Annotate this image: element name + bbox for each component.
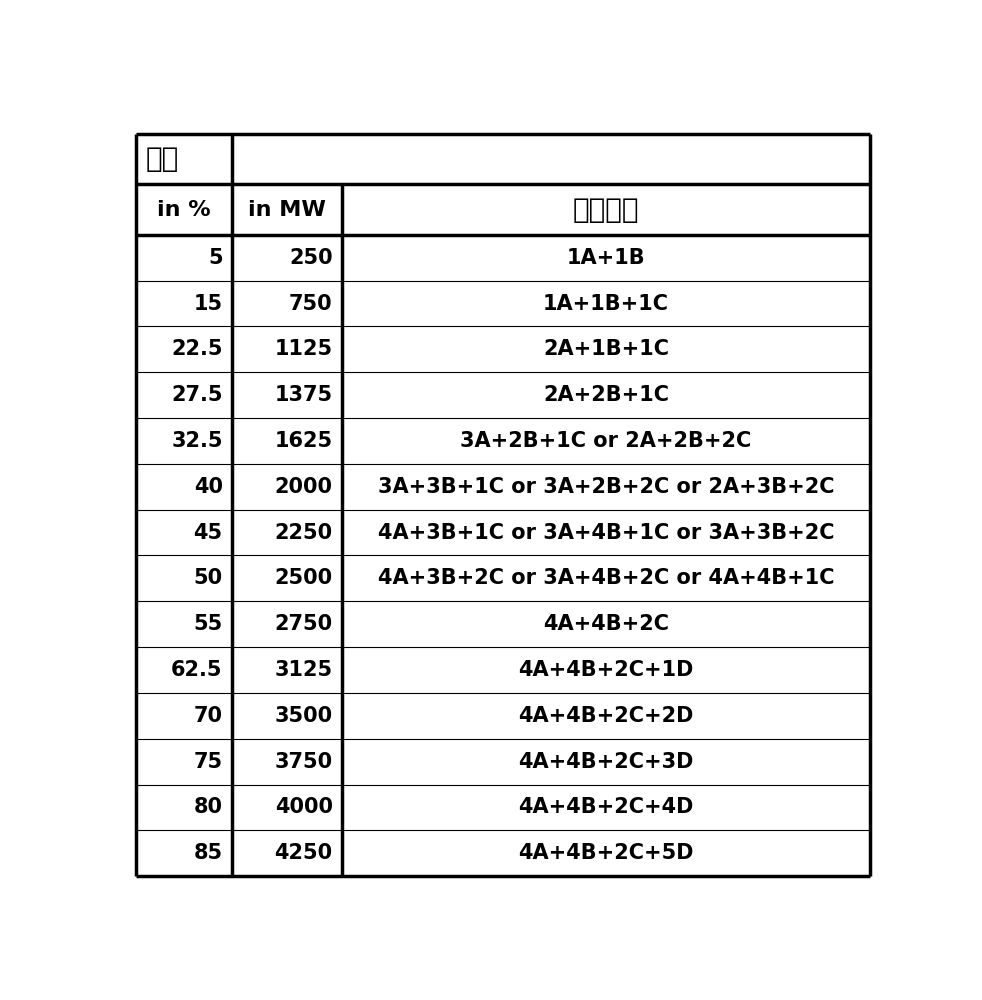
Text: 3125: 3125: [275, 660, 333, 680]
Text: 750: 750: [289, 294, 333, 314]
Text: 功率: 功率: [145, 145, 179, 173]
Text: 4250: 4250: [275, 843, 333, 863]
Text: 1625: 1625: [275, 431, 333, 451]
Text: 62.5: 62.5: [171, 660, 223, 680]
Text: 4A+4B+2C+4D: 4A+4B+2C+4D: [518, 797, 693, 817]
Text: 4A+4B+2C+5D: 4A+4B+2C+5D: [518, 843, 693, 863]
Text: 2750: 2750: [275, 614, 333, 634]
Text: 3A+2B+1C or 2A+2B+2C: 3A+2B+1C or 2A+2B+2C: [461, 431, 751, 451]
Text: 2A+1B+1C: 2A+1B+1C: [543, 339, 669, 359]
Text: 1A+1B: 1A+1B: [567, 248, 645, 268]
Text: 3500: 3500: [275, 706, 333, 726]
Text: 32.5: 32.5: [171, 431, 223, 451]
Text: 1A+1B+1C: 1A+1B+1C: [543, 294, 669, 314]
Text: 40: 40: [193, 477, 223, 497]
Text: 1125: 1125: [275, 339, 333, 359]
Text: 2A+2B+1C: 2A+2B+1C: [543, 385, 669, 405]
Text: in MW: in MW: [247, 200, 326, 220]
Text: 27.5: 27.5: [171, 385, 223, 405]
Text: 55: 55: [193, 614, 223, 634]
Text: 75: 75: [193, 752, 223, 772]
Text: 5: 5: [208, 248, 223, 268]
Text: 3750: 3750: [275, 752, 333, 772]
Text: 2250: 2250: [275, 523, 333, 543]
Text: in %: in %: [157, 200, 211, 220]
Text: 4A+4B+2C+3D: 4A+4B+2C+3D: [518, 752, 693, 772]
Text: 3A+3B+1C or 3A+2B+2C or 2A+3B+2C: 3A+3B+1C or 3A+2B+2C or 2A+3B+2C: [378, 477, 835, 497]
Text: 2000: 2000: [275, 477, 333, 497]
Text: 80: 80: [193, 797, 223, 817]
Text: 1375: 1375: [275, 385, 333, 405]
Text: 4000: 4000: [275, 797, 333, 817]
Text: 2500: 2500: [275, 568, 333, 588]
Text: 15: 15: [193, 294, 223, 314]
Text: 70: 70: [193, 706, 223, 726]
Text: 22.5: 22.5: [171, 339, 223, 359]
Text: 4A+3B+1C or 3A+4B+1C or 3A+3B+2C: 4A+3B+1C or 3A+4B+1C or 3A+3B+2C: [378, 523, 835, 543]
Text: 4A+4B+2C: 4A+4B+2C: [543, 614, 669, 634]
Text: 85: 85: [193, 843, 223, 863]
Text: 4A+3B+2C or 3A+4B+2C or 4A+4B+1C: 4A+3B+2C or 3A+4B+2C or 4A+4B+1C: [378, 568, 835, 588]
Text: 45: 45: [193, 523, 223, 543]
Text: 4A+4B+2C+2D: 4A+4B+2C+2D: [518, 706, 693, 726]
Text: 谐波性能: 谐波性能: [573, 196, 639, 224]
Text: 250: 250: [289, 248, 333, 268]
Text: 4A+4B+2C+1D: 4A+4B+2C+1D: [518, 660, 693, 680]
Text: 50: 50: [193, 568, 223, 588]
